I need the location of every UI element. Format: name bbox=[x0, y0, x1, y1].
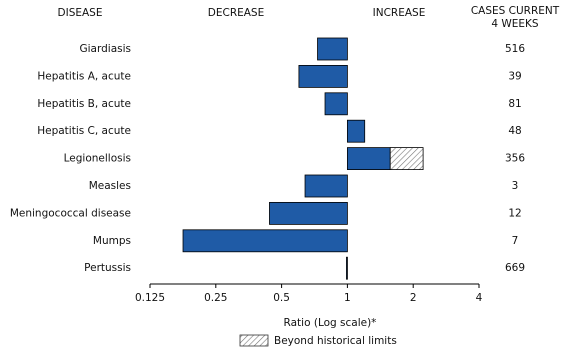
x-tick-label: 1 bbox=[344, 292, 351, 304]
category-label: Pertussis bbox=[84, 262, 131, 274]
bar bbox=[346, 119, 366, 143]
bar bbox=[269, 201, 348, 225]
x-tick-label: 0.5 bbox=[273, 292, 290, 304]
bar bbox=[298, 65, 348, 88]
x-tick-label: 0.25 bbox=[204, 292, 227, 304]
cases-value: 3 bbox=[512, 180, 519, 192]
category-label: Measles bbox=[89, 180, 131, 192]
bar-beyond-limits bbox=[389, 147, 424, 171]
cases-value: 48 bbox=[508, 125, 521, 137]
bar bbox=[182, 229, 348, 253]
header-disease: DISEASE bbox=[58, 7, 103, 19]
legend-swatch bbox=[239, 334, 269, 347]
bar bbox=[304, 174, 348, 198]
header-cases: 4 WEEKS bbox=[491, 18, 539, 30]
x-tick-label: 0.125 bbox=[135, 292, 165, 304]
bar bbox=[346, 147, 391, 171]
category-label: Hepatitis A, acute bbox=[37, 70, 131, 82]
cases-value: 12 bbox=[508, 207, 521, 219]
x-axis-label: Ratio (Log scale)* bbox=[284, 317, 377, 329]
cases-value: 7 bbox=[512, 235, 519, 247]
bar bbox=[324, 92, 348, 116]
bar bbox=[346, 256, 348, 280]
cases-value: 356 bbox=[505, 153, 525, 165]
header-decrease: DECREASE bbox=[208, 7, 264, 19]
category-label: Hepatitis B, acute bbox=[37, 98, 131, 110]
cases-value: 81 bbox=[508, 98, 521, 110]
x-tick-label: 4 bbox=[476, 292, 483, 304]
cases-value: 516 bbox=[505, 43, 525, 55]
bar bbox=[317, 37, 348, 61]
category-label: Hepatitis C, acute bbox=[37, 125, 131, 137]
category-label: Legionellosis bbox=[64, 153, 131, 165]
x-tick-label: 2 bbox=[410, 292, 417, 304]
category-label: Mumps bbox=[93, 235, 131, 247]
category-label: Giardiasis bbox=[80, 43, 132, 55]
header-increase: INCREASE bbox=[373, 7, 426, 19]
legend-label: Beyond historical limits bbox=[274, 335, 397, 347]
cases-value: 39 bbox=[508, 70, 521, 82]
header-cases: CASES CURRENT bbox=[471, 5, 560, 17]
category-label: Meningococcal disease bbox=[10, 207, 131, 219]
cases-value: 669 bbox=[505, 262, 525, 274]
